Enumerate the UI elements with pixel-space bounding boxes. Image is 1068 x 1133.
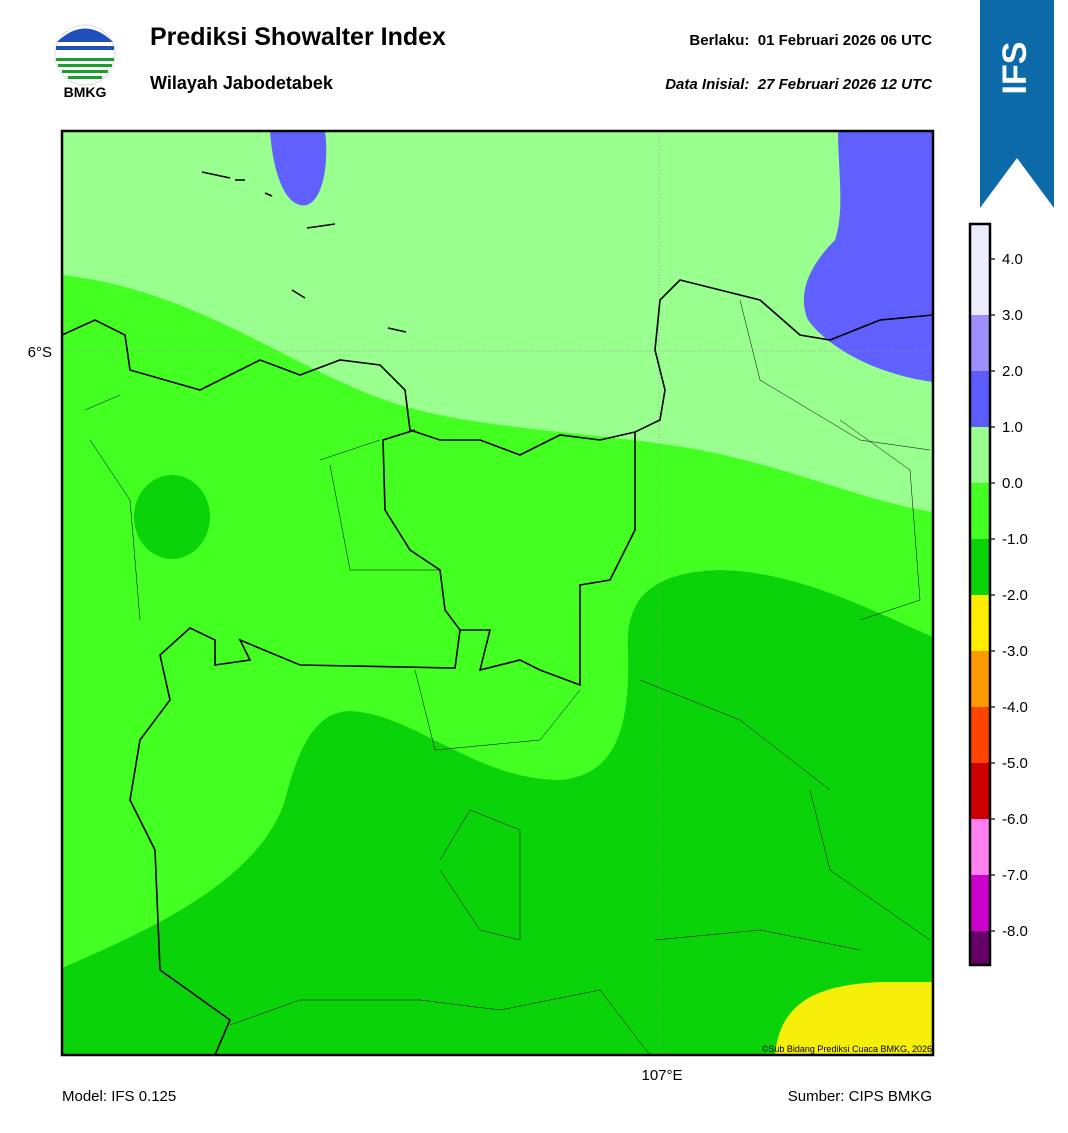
map-frame <box>60 129 935 1057</box>
badge <box>980 0 1054 208</box>
colorbar-segment <box>970 483 990 539</box>
colorbar-label: -1.0 <box>1002 531 1028 548</box>
lat-label: 6°S <box>28 344 52 361</box>
logo-text: BMKG <box>64 84 107 100</box>
colorbar-segment <box>970 539 990 595</box>
colorbar: 4.0 3.0 2.0 1.0 0.0 -1.0 -2.0 -3.0 -4.0 -5.0 -6.0 -… <box>968 222 1028 967</box>
colorbar-segment <box>970 371 990 427</box>
colorbar-segment <box>970 427 990 483</box>
valid-time: Berlaku: 01 Februari 2026 06 UTC <box>689 32 932 49</box>
colorbar-segment <box>970 707 990 763</box>
colorbar-label: 1.0 <box>1002 419 1023 436</box>
source: Sumber: CIPS BMKG <box>788 1088 932 1105</box>
colorbar-segment <box>970 315 990 371</box>
badge-text: IFS <box>996 42 1034 95</box>
colorbar-segment <box>970 224 990 315</box>
colorbar-label: -7.0 <box>1002 867 1028 884</box>
colorbar-segment <box>970 931 990 965</box>
model: Model: IFS 0.125 <box>62 1088 176 1105</box>
colorbar-label: 3.0 <box>1002 307 1023 324</box>
colorbar-segment <box>970 875 990 931</box>
colorbar-label: 0.0 <box>1002 475 1023 492</box>
logo <box>54 24 116 86</box>
colorbar-segment <box>970 763 990 819</box>
map-fields <box>62 131 933 1055</box>
title: Prediksi Showalter Index <box>150 23 446 51</box>
subtitle: Wilayah Jabodetabek <box>150 73 334 93</box>
colorbar-label: -4.0 <box>1002 699 1028 716</box>
lon-label: 107°E <box>641 1067 682 1084</box>
colorbar-label: -6.0 <box>1002 811 1028 828</box>
colorbar-label: -2.0 <box>1002 587 1028 604</box>
colorbar-label: 2.0 <box>1002 363 1023 380</box>
colorbar-label: 4.0 <box>1002 251 1023 268</box>
colorbar-label: -5.0 <box>1002 755 1028 772</box>
colorbar-segment <box>970 595 990 651</box>
initial-time: Data Inisial: 27 Februari 2026 12 UTC <box>665 76 933 93</box>
colorbar-label: -8.0 <box>1002 923 1028 940</box>
colorbar-segment <box>970 819 990 875</box>
colorbar-label: -3.0 <box>1002 643 1028 660</box>
copyright: ©Sub Bidang Prediksi Cuaca BMKG, 2026 <box>762 1044 932 1054</box>
colorbar-segment <box>970 651 990 707</box>
